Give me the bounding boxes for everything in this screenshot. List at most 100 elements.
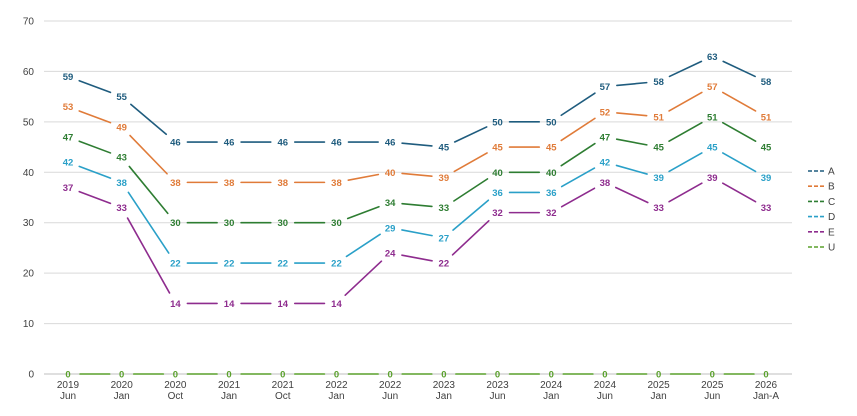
x-tick-label-year: 2020	[164, 380, 187, 391]
x-tick-label-year: 2026	[755, 380, 778, 391]
data-label-a: 50	[492, 117, 503, 128]
y-tick-label: 20	[23, 269, 35, 280]
series-line-e	[614, 186, 649, 204]
series-line-e	[721, 182, 757, 203]
data-label-c: 45	[653, 143, 664, 154]
data-label-b: 45	[546, 143, 557, 154]
series-line-a	[453, 126, 488, 143]
data-label-a: 58	[761, 77, 772, 88]
data-label-d: 22	[331, 259, 342, 270]
legend-label-a: A	[828, 167, 835, 178]
data-label-c: 30	[331, 218, 342, 229]
data-label-e: 39	[707, 173, 718, 184]
x-tick-label-year: 2023	[433, 380, 456, 391]
x-tick-label-year: 2019	[57, 380, 80, 391]
x-tick-label-month: Jan	[221, 391, 237, 402]
data-label-u: 0	[119, 370, 124, 381]
data-label-b: 40	[385, 168, 396, 179]
data-label-u: 0	[602, 370, 607, 381]
series-line-a	[560, 92, 596, 117]
data-label-b: 51	[653, 112, 664, 123]
data-label-e: 33	[116, 203, 127, 214]
series-line-c	[78, 140, 112, 154]
data-label-b: 45	[492, 143, 503, 154]
series-line-b	[668, 91, 703, 112]
series-line-d	[615, 164, 648, 175]
data-label-d: 22	[224, 259, 235, 270]
x-tick-label-month: Jun	[597, 391, 613, 402]
series-line-b	[78, 110, 112, 124]
data-label-e: 14	[224, 299, 235, 310]
data-label-u: 0	[226, 370, 231, 381]
series-line-b	[453, 152, 488, 173]
label-layer: 59 55 46 46 46 46 46 45 50 50 57 58 63 58 53 49 38 38 38 38…	[63, 52, 772, 381]
data-label-e: 38	[600, 178, 611, 189]
series-line-e	[668, 182, 703, 203]
grid-layer	[44, 20, 792, 375]
series-line-c	[721, 121, 757, 142]
data-label-c: 30	[170, 218, 181, 229]
x-tick-label-month: Jan	[436, 391, 452, 402]
y-tick-label: 30	[23, 218, 35, 229]
series-layer	[78, 60, 757, 375]
x-tick-label-month: Jun	[704, 391, 720, 402]
data-label-a: 45	[439, 143, 450, 154]
x-tick-label-year: 2025	[647, 380, 670, 391]
data-label-d: 42	[63, 158, 74, 169]
x-tick-label-year: 2020	[111, 380, 134, 391]
series-line-a	[616, 81, 648, 87]
data-label-u: 0	[65, 370, 70, 381]
y-tick-label: 50	[23, 117, 35, 128]
series-line-a	[401, 142, 433, 147]
series-line-e	[451, 220, 490, 256]
data-label-a: 50	[546, 117, 557, 128]
series-line-c	[560, 142, 596, 167]
series-line-d	[668, 152, 703, 173]
series-line-b	[129, 134, 168, 175]
series-line-c	[453, 178, 489, 202]
data-label-u: 0	[656, 370, 661, 381]
series-line-d	[452, 199, 490, 231]
data-label-c: 33	[439, 203, 450, 214]
series-line-e	[401, 254, 433, 262]
data-label-d: 22	[170, 259, 181, 270]
data-label-d: 29	[385, 223, 396, 234]
data-label-u: 0	[763, 370, 768, 381]
series-line-a	[78, 79, 112, 94]
data-label-a: 63	[707, 52, 718, 63]
data-label-b: 57	[707, 82, 718, 93]
data-label-u: 0	[173, 370, 178, 381]
data-label-c: 43	[116, 153, 127, 164]
data-label-b: 52	[600, 107, 611, 118]
data-label-e: 14	[331, 299, 342, 310]
data-label-a: 59	[63, 72, 74, 83]
x-tick-label-month: Jan	[328, 391, 344, 402]
legend-label-e: E	[828, 227, 835, 238]
series-line-a	[130, 103, 168, 136]
x-tick-label-month: Oct	[275, 391, 291, 402]
series-line-c	[615, 138, 648, 146]
x-tick-label-year: 2021	[218, 380, 241, 391]
data-label-c: 45	[761, 143, 772, 154]
series-line-d	[345, 233, 381, 258]
data-label-b: 38	[277, 178, 288, 189]
x-tick-label-year: 2024	[594, 380, 617, 391]
data-label-e: 14	[170, 299, 181, 310]
y-tick-label: 60	[23, 67, 35, 78]
data-label-e: 37	[63, 183, 74, 194]
series-line-e	[78, 190, 112, 205]
series-line-b	[401, 172, 433, 178]
series-line-b	[616, 112, 648, 117]
data-label-b: 38	[170, 178, 181, 189]
series-line-a	[722, 60, 756, 78]
data-label-d: 39	[761, 173, 772, 184]
data-label-b: 53	[63, 102, 74, 113]
x-tick-label-year: 2025	[701, 380, 724, 391]
data-label-e: 32	[546, 208, 557, 219]
x-tick-label-month: Jan	[543, 391, 559, 402]
y-tick-label: 70	[23, 17, 35, 28]
data-label-b: 51	[761, 112, 772, 123]
y-tick-label: 10	[23, 319, 35, 330]
series-line-c	[668, 121, 703, 142]
data-label-d: 36	[546, 188, 557, 199]
